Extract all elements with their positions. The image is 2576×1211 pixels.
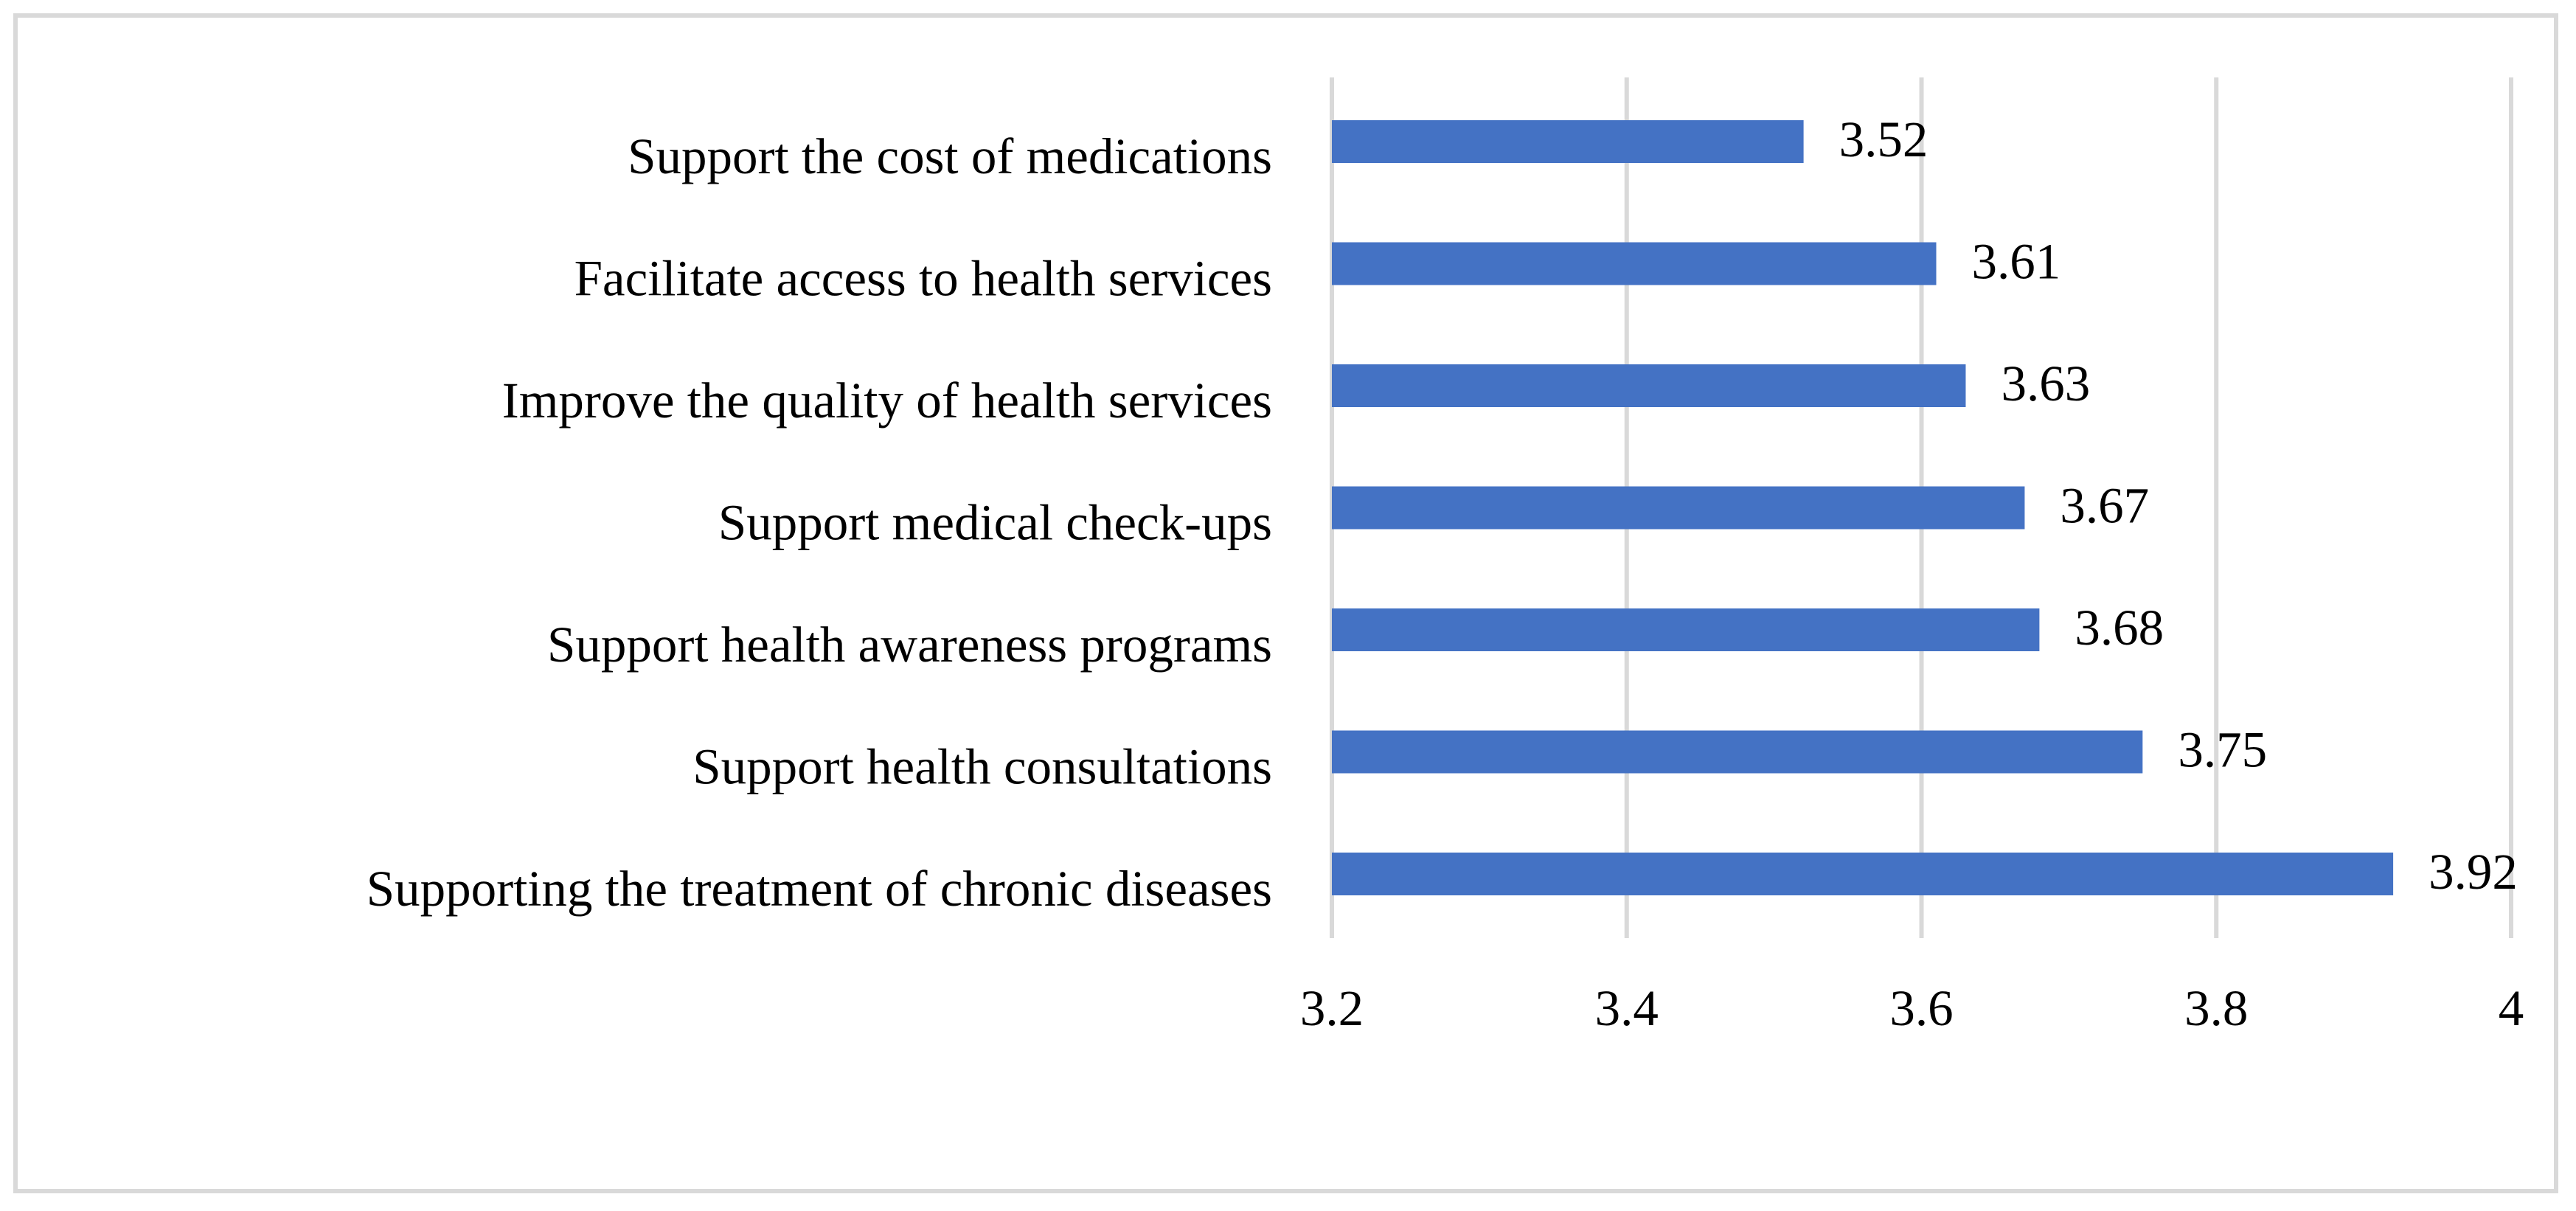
bar bbox=[1332, 364, 1966, 407]
bars bbox=[1332, 120, 2394, 895]
data-label: 3.68 bbox=[2075, 600, 2164, 656]
bar bbox=[1332, 486, 2025, 530]
category-label: Support health awareness programs bbox=[547, 617, 1272, 673]
category-label: Improve the quality of health services bbox=[502, 372, 1272, 428]
data-label: 3.61 bbox=[1971, 234, 2061, 290]
category-label: Support medical check-ups bbox=[718, 495, 1272, 551]
category-labels: Support the cost of medications Facilitat… bbox=[367, 128, 1272, 917]
category-label: Support the cost of medications bbox=[628, 128, 1272, 184]
chart-frame bbox=[13, 13, 2558, 1193]
data-label: 3.67 bbox=[2060, 478, 2149, 534]
bar bbox=[1332, 242, 1937, 285]
category-label: Support health consultations bbox=[692, 739, 1272, 795]
x-tick-label: 3.2 bbox=[1300, 980, 1364, 1036]
x-tick-label: 3.6 bbox=[1889, 980, 1953, 1036]
bar bbox=[1332, 853, 2394, 895]
category-label: Facilitate access to health services bbox=[574, 251, 1272, 307]
x-tick-label: 3.8 bbox=[2184, 980, 2248, 1036]
x-tick-label: 4 bbox=[2499, 980, 2524, 1036]
data-label: 3.52 bbox=[1839, 111, 1928, 167]
bar bbox=[1332, 730, 2143, 774]
x-axis-tick-labels: 3.2 3.4 3.6 3.8 4 bbox=[1300, 980, 2524, 1036]
data-label: 3.63 bbox=[2001, 355, 2090, 412]
data-labels: 3.52 3.61 3.63 3.67 3.68 3.75 3.92 bbox=[1839, 111, 2518, 900]
bar bbox=[1332, 120, 1804, 163]
category-label: Supporting the treatment of chronic dise… bbox=[367, 861, 1272, 917]
data-label: 3.92 bbox=[2429, 844, 2518, 900]
x-tick-label: 3.4 bbox=[1595, 980, 1659, 1036]
data-label: 3.75 bbox=[2178, 722, 2267, 778]
bar bbox=[1332, 608, 2040, 651]
